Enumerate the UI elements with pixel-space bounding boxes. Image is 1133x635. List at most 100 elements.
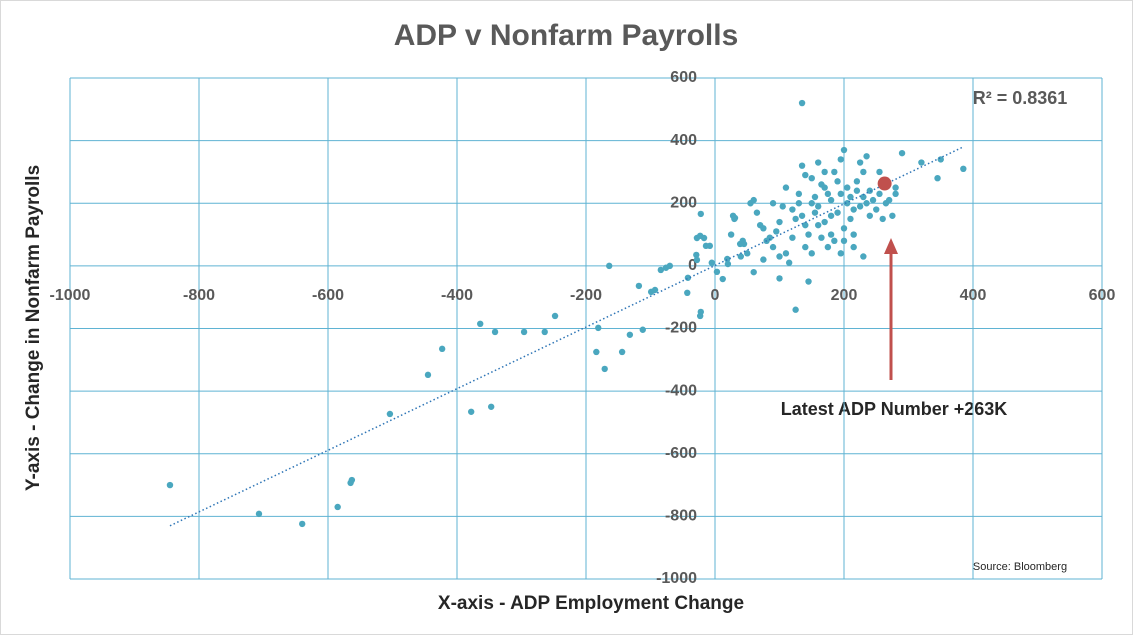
point xyxy=(166,481,174,489)
point xyxy=(802,171,809,179)
point xyxy=(424,371,432,379)
point xyxy=(626,331,634,338)
y-tick-label: 200 xyxy=(670,194,697,211)
point xyxy=(856,159,864,166)
point xyxy=(706,242,714,250)
point xyxy=(299,520,306,528)
point xyxy=(740,240,748,248)
y-tick-label: -200 xyxy=(665,320,697,337)
point xyxy=(837,190,844,198)
point xyxy=(827,231,835,238)
point xyxy=(934,175,941,182)
point xyxy=(782,184,790,191)
x-tick-label: 0 xyxy=(711,287,720,304)
point xyxy=(889,212,896,219)
y-tick-label: 0 xyxy=(688,257,697,274)
point xyxy=(866,187,873,194)
point xyxy=(827,212,835,219)
point xyxy=(837,156,844,163)
y-tick-label: -1000 xyxy=(656,570,697,587)
point xyxy=(773,228,780,235)
point xyxy=(724,255,731,263)
point xyxy=(847,215,854,223)
point xyxy=(776,253,783,260)
point xyxy=(821,168,828,176)
point xyxy=(840,225,848,232)
point xyxy=(713,268,721,276)
point xyxy=(808,200,815,207)
point xyxy=(898,149,906,157)
point xyxy=(601,365,608,373)
point xyxy=(731,215,738,223)
point xyxy=(876,168,883,176)
point xyxy=(334,503,341,511)
point xyxy=(831,237,838,245)
point xyxy=(798,99,806,107)
source: Source: Bloomberg xyxy=(973,561,1067,573)
point xyxy=(348,476,356,484)
point xyxy=(766,234,774,241)
point xyxy=(960,165,967,173)
point xyxy=(824,190,832,198)
point xyxy=(593,348,600,356)
point xyxy=(853,178,861,185)
point xyxy=(697,308,705,316)
point xyxy=(779,203,786,210)
point xyxy=(811,209,819,216)
point xyxy=(776,218,783,226)
point xyxy=(892,190,899,198)
trendline xyxy=(169,146,964,527)
point xyxy=(635,282,643,290)
point xyxy=(847,193,854,201)
point xyxy=(776,275,783,282)
point xyxy=(824,243,832,251)
point xyxy=(802,243,809,251)
highlight-point xyxy=(877,176,892,191)
point xyxy=(840,146,848,154)
point xyxy=(744,250,751,257)
point xyxy=(879,215,886,223)
point xyxy=(840,237,848,245)
point xyxy=(850,243,857,251)
point xyxy=(693,251,700,259)
point xyxy=(657,266,665,274)
annotation: Latest ADP Number +263K xyxy=(781,399,1008,419)
y-tick-label: -800 xyxy=(665,508,697,525)
marks xyxy=(166,99,967,528)
point xyxy=(618,348,626,356)
point xyxy=(750,196,757,204)
point xyxy=(811,193,819,201)
x-axis-label: X-axis - ADP Employment Change xyxy=(438,593,744,614)
point xyxy=(760,256,767,263)
point xyxy=(666,262,674,270)
point xyxy=(727,231,735,238)
point xyxy=(892,184,899,191)
point xyxy=(551,312,559,320)
point xyxy=(850,231,857,238)
point xyxy=(789,234,796,241)
point xyxy=(541,328,548,336)
y-tick-label: -400 xyxy=(665,382,697,399)
point xyxy=(815,221,822,229)
point xyxy=(438,345,446,353)
point xyxy=(834,209,841,216)
y-tick-label: 600 xyxy=(670,69,697,86)
point xyxy=(785,259,793,266)
point xyxy=(860,253,867,260)
point xyxy=(792,306,799,313)
point xyxy=(863,153,870,160)
x-tick-label: -600 xyxy=(312,287,344,304)
point xyxy=(684,289,691,297)
point xyxy=(606,262,613,270)
point xyxy=(869,196,877,204)
point xyxy=(802,221,809,229)
point xyxy=(753,209,761,216)
y-tick-label: 400 xyxy=(670,132,697,149)
y-axis-label: Y-axis - Change in Nonfarm Payrolls xyxy=(23,165,44,491)
point xyxy=(837,250,844,257)
point xyxy=(805,231,812,238)
point xyxy=(792,215,799,223)
r-squared: R² = 0.8361 xyxy=(973,88,1068,108)
